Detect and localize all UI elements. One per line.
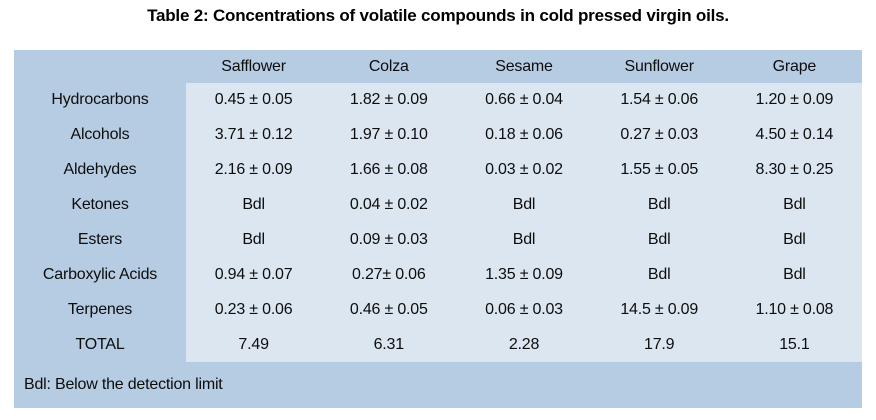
value-cell: 6.31: [321, 327, 457, 362]
value-cell: Bdl: [591, 222, 727, 258]
table-caption: Table 2: Concentrations of volatile comp…: [147, 6, 729, 25]
value-cell: 0.94 ± 0.07: [186, 257, 322, 293]
corner-cell: [14, 50, 186, 83]
value-cell: 15.1: [726, 327, 862, 362]
row-label: Hydrocarbons: [14, 83, 186, 118]
value-cell: 0.04 ± 0.02: [321, 187, 457, 223]
value-cell: 0.46 ± 0.05: [321, 292, 457, 328]
value-cell: 1.55 ± 0.05: [591, 152, 727, 188]
row-label: TOTAL: [14, 327, 186, 362]
column-header: Safflower: [186, 50, 322, 83]
value-cell: 0.23 ± 0.06: [186, 292, 322, 328]
value-cell: 1.82 ± 0.09: [321, 83, 457, 118]
value-cell: 1.10 ± 0.08: [726, 292, 862, 328]
value-cell: 17.9: [591, 327, 727, 362]
value-cell: 1.66 ± 0.08: [321, 152, 457, 188]
value-cell: 0.18 ± 0.06: [456, 117, 592, 153]
row-label: Carboxylic Acids: [14, 257, 186, 293]
value-cell: 0.09 ± 0.03: [321, 222, 457, 258]
value-cell: 0.66 ± 0.04: [456, 83, 592, 118]
value-cell: 3.71 ± 0.12: [186, 117, 322, 153]
table-footnote: Bdl: Below the detection limit: [14, 362, 862, 408]
value-cell: Bdl: [726, 257, 862, 293]
column-header: Sesame: [456, 50, 592, 83]
value-cell: Bdl: [726, 187, 862, 223]
value-cell: 0.03 ± 0.02: [456, 152, 592, 188]
value-cell: 2.28: [456, 327, 592, 362]
value-cell: 1.20 ± 0.09: [726, 83, 862, 118]
value-cell: 1.97 ± 0.10: [321, 117, 457, 153]
value-cell: 4.50 ± 0.14: [726, 117, 862, 153]
column-header: Grape: [726, 50, 862, 83]
value-cell: Bdl: [186, 222, 322, 258]
value-cell: Bdl: [726, 222, 862, 258]
value-cell: Bdl: [591, 187, 727, 223]
value-cell: 0.45 ± 0.05: [186, 83, 322, 118]
row-label: Terpenes: [14, 292, 186, 328]
value-cell: Bdl: [186, 187, 322, 223]
value-cell: Bdl: [591, 257, 727, 293]
row-label: Esters: [14, 222, 186, 258]
value-cell: 1.35 ± 0.09: [456, 257, 592, 293]
table-grid: Safflower Colza Sesame Sunflower Grape Hydroc…: [14, 50, 862, 362]
value-cell: 0.27± 0.06: [321, 257, 457, 293]
value-cell: 7.49: [186, 327, 322, 362]
value-cell: 0.27 ± 0.03: [591, 117, 727, 153]
column-header: Colza: [321, 50, 457, 83]
value-cell: Bdl: [456, 187, 592, 223]
value-cell: 14.5 ± 0.09: [591, 292, 727, 328]
column-header: Sunflower: [591, 50, 727, 83]
value-cell: Bdl: [456, 222, 592, 258]
row-label: Ketones: [14, 187, 186, 223]
value-cell: 0.06 ± 0.03: [456, 292, 592, 328]
value-cell: 2.16 ± 0.09: [186, 152, 322, 188]
value-cell: 1.54 ± 0.06: [591, 83, 727, 118]
value-cell: 8.30 ± 0.25: [726, 152, 862, 188]
volatile-compounds-table: Safflower Colza Sesame Sunflower Grape Hydroc…: [14, 50, 862, 408]
row-label: Aldehydes: [14, 152, 186, 188]
row-label: Alcohols: [14, 117, 186, 153]
